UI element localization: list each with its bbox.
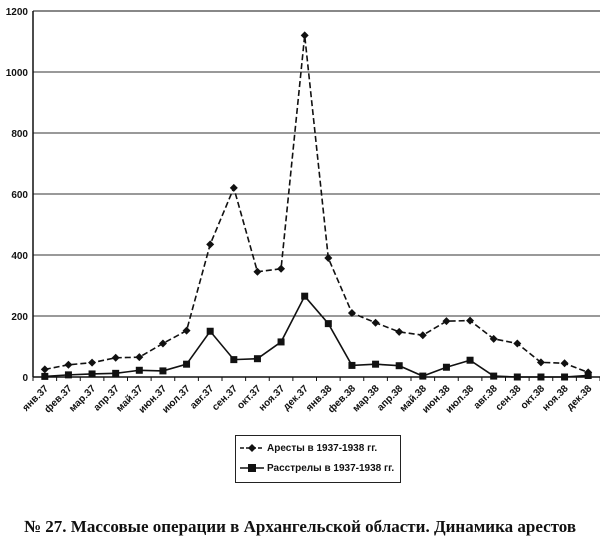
y-tick-label: 0 <box>22 373 28 384</box>
data-point-executions <box>442 363 450 371</box>
data-point-arrests <box>300 31 309 40</box>
legend-label: Аресты в 1937-1938 гг. <box>267 442 378 454</box>
data-point-arrests <box>395 327 404 336</box>
data-point-arrests <box>277 264 286 273</box>
data-point-executions <box>277 338 285 346</box>
line-chart: 020040060080010001200янв.37фев.37мар.37а… <box>6 7 600 416</box>
data-point-executions <box>88 370 96 378</box>
data-point-executions <box>348 361 356 369</box>
x-tick-label: сен.38 <box>494 383 524 413</box>
data-point-executions <box>135 366 143 374</box>
y-tick-label: 1000 <box>6 68 29 79</box>
x-tick-label: дек.38 <box>565 383 595 413</box>
data-point-arrests <box>111 353 120 362</box>
x-tick-label: ноя.37 <box>257 383 288 414</box>
data-point-executions <box>206 327 214 335</box>
data-point-arrests <box>158 339 167 348</box>
data-point-executions <box>395 362 403 370</box>
legend-item-arrests: Аресты в 1937-1938 гг. <box>236 438 400 458</box>
data-point-executions <box>64 371 72 379</box>
data-point-executions <box>490 372 498 380</box>
data-point-arrests <box>489 334 498 343</box>
data-point-arrests <box>442 317 451 326</box>
data-point-executions <box>419 372 427 380</box>
legend-label: Расстрелы в 1937-1938 гг. <box>267 462 395 474</box>
data-point-arrests <box>347 308 356 317</box>
data-point-executions <box>466 356 474 364</box>
data-point-executions <box>561 373 569 381</box>
data-point-executions <box>41 372 49 380</box>
legend: Аресты в 1937-1938 гг. Расстрелы в 1937-… <box>235 435 401 483</box>
data-point-arrests <box>88 358 97 367</box>
x-tick-label: ноя.38 <box>540 383 571 414</box>
series-line-0 <box>44 35 589 374</box>
data-point-arrests <box>371 318 380 327</box>
data-point-arrests <box>324 254 333 263</box>
y-tick-label: 600 <box>11 190 28 201</box>
data-point-arrests <box>182 326 191 335</box>
y-tick-label: 1200 <box>6 7 29 18</box>
data-point-executions <box>301 292 309 300</box>
data-point-executions <box>230 356 238 364</box>
figure-caption: № 27. Массовые операции в Архангельской … <box>23 517 577 536</box>
y-tick-label: 800 <box>11 129 28 140</box>
data-point-arrests <box>253 267 262 276</box>
legend-item-executions: Расстрелы в 1937-1938 гг. <box>236 458 400 478</box>
data-point-arrests <box>418 331 427 340</box>
y-tick-label: 200 <box>11 312 28 323</box>
y-tick-label: 400 <box>11 251 28 262</box>
data-point-arrests <box>513 339 522 348</box>
square-marker-icon <box>240 464 264 472</box>
data-point-executions <box>513 373 521 381</box>
data-point-executions <box>183 360 191 368</box>
data-point-arrests <box>64 360 73 369</box>
data-point-arrests <box>560 359 569 368</box>
data-point-arrests <box>536 358 545 367</box>
x-tick-label: сен.37 <box>210 383 240 413</box>
x-tick-label: мар.37 <box>67 383 98 414</box>
data-point-executions <box>324 320 332 328</box>
series-line-1 <box>44 294 589 378</box>
data-point-arrests <box>135 353 144 362</box>
data-point-arrests <box>40 365 49 374</box>
data-point-arrests <box>466 316 475 325</box>
data-point-executions <box>159 367 167 375</box>
data-point-executions <box>537 373 545 381</box>
diamond-marker-icon <box>240 444 264 452</box>
data-point-executions <box>253 355 261 363</box>
data-point-executions <box>372 360 380 368</box>
data-point-arrests <box>229 183 238 192</box>
data-point-executions <box>112 369 120 377</box>
data-point-arrests <box>206 240 215 249</box>
x-tick-label: мар.38 <box>351 383 382 414</box>
data-point-executions <box>584 371 592 379</box>
